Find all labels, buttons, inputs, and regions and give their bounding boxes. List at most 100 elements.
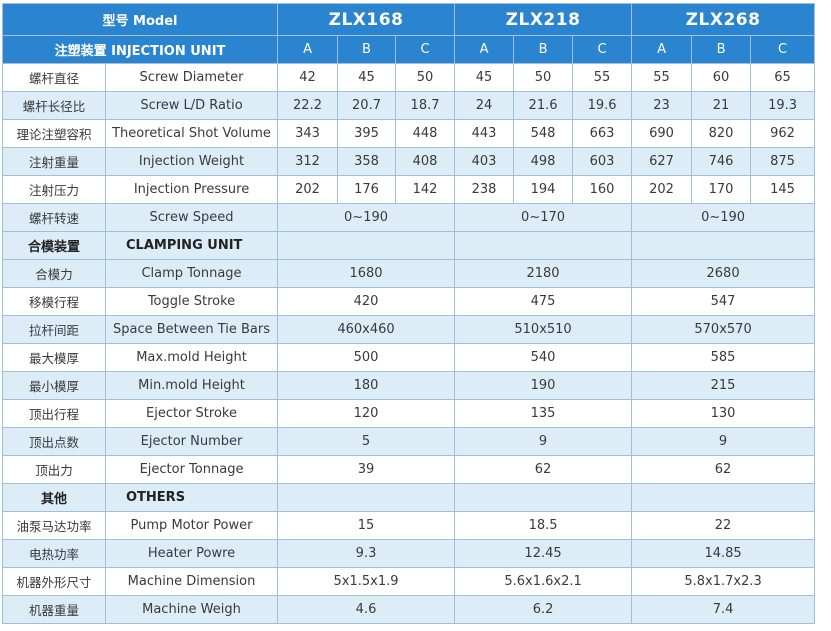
table-row: 注射压力 Injection Pressure 202 176 142 238 194 160… xyxy=(2,175,816,204)
spec-value: 20.7 xyxy=(337,91,397,120)
spec-table: 型号 Model ZLX168 ZLX218 ZLX268 注塑装置 INJEC… xyxy=(1,3,816,624)
spec-value: 2180 xyxy=(454,259,633,288)
row-label-en: Clamp Tonnage xyxy=(104,259,279,288)
injection-unit-label: 注塑装置 INJECTION UNIT xyxy=(1,35,279,64)
table-row: 移模行程 Toggle Stroke 420 475 547 xyxy=(2,287,816,316)
row-label-en: Toggle Stroke xyxy=(104,287,279,316)
row-label-en: Ejector Stroke xyxy=(104,399,279,428)
spec-value: 343 xyxy=(277,119,339,148)
variant-label: A xyxy=(277,35,339,64)
spec-value: 15 xyxy=(277,511,456,540)
row-label-en: Space Between Tie Bars xyxy=(104,315,279,344)
spec-value: 358 xyxy=(337,147,397,176)
section-label-cn: 合模装置 xyxy=(2,231,106,260)
model-label: 型号 Model xyxy=(1,3,279,36)
spec-value: 12.45 xyxy=(454,539,633,568)
table-row: 理论注塑容积 Theoretical Shot Volume 343 395 448 44… xyxy=(2,119,816,148)
spec-value: 18.5 xyxy=(454,511,633,540)
spec-value: 585 xyxy=(631,343,816,372)
spec-value: 9.3 xyxy=(277,539,456,568)
row-label-en: Machine Dimension xyxy=(104,567,279,596)
spec-value: 22 xyxy=(631,511,816,540)
spec-value: 408 xyxy=(395,147,456,176)
spec-value: 443 xyxy=(454,119,515,148)
variant-label: B xyxy=(513,35,574,64)
section-filler xyxy=(277,483,456,512)
spec-value: 170 xyxy=(691,175,752,204)
spec-value: 498 xyxy=(513,147,574,176)
row-label-en: Injection Weight xyxy=(104,147,279,176)
spec-value: 65 xyxy=(750,63,816,92)
model-name: ZLX268 xyxy=(631,3,816,36)
row-label-en: Ejector Number xyxy=(104,427,279,456)
row-label-en: Heater Powre xyxy=(104,539,279,568)
spec-value: 202 xyxy=(277,175,339,204)
table-row: 电热功率 Heater Powre 9.3 12.45 14.85 xyxy=(2,539,816,568)
variant-label: A xyxy=(454,35,515,64)
spec-value: 62 xyxy=(454,455,633,484)
row-label-cn: 油泵马达功率 xyxy=(2,511,106,540)
spec-value: 547 xyxy=(631,287,816,316)
row-label-cn: 机器外形尺寸 xyxy=(2,567,106,596)
row-label-cn: 理论注塑容积 xyxy=(2,119,106,148)
spec-value: 820 xyxy=(691,119,752,148)
spec-value: 50 xyxy=(395,63,456,92)
spec-value: 9 xyxy=(631,427,816,456)
spec-value: 663 xyxy=(572,119,633,148)
variant-label: C xyxy=(750,35,816,64)
variant-header-row: 注塑装置 INJECTION UNIT A B C A B C A B C xyxy=(1,35,816,64)
section-label-cn: 其他 xyxy=(2,483,106,512)
spec-value: 45 xyxy=(454,63,515,92)
section-filler xyxy=(631,231,816,260)
spec-value: 39 xyxy=(277,455,456,484)
row-label-en: Screw Speed xyxy=(104,203,279,232)
spec-value: 22.2 xyxy=(277,91,339,120)
section-filler xyxy=(277,231,456,260)
variant-label: A xyxy=(631,35,693,64)
spec-value: 45 xyxy=(337,63,397,92)
row-label-en: Ejector Tonnage xyxy=(104,455,279,484)
variant-label: C xyxy=(395,35,456,64)
row-label-en: Min.mold Height xyxy=(104,371,279,400)
table-row: 顶出点数 Ejector Number 5 9 9 xyxy=(2,427,816,456)
model-name: ZLX218 xyxy=(454,3,633,36)
row-label-cn: 顶出行程 xyxy=(2,399,106,428)
spec-value: 690 xyxy=(631,119,693,148)
table-row: 最大模厚 Max.mold Height 500 540 585 xyxy=(2,343,816,372)
spec-value: 746 xyxy=(691,147,752,176)
row-label-en: Max.mold Height xyxy=(104,343,279,372)
spec-value: 627 xyxy=(631,147,693,176)
table-row: 顶出力 Ejector Tonnage 39 62 62 xyxy=(2,455,816,484)
spec-value: 19.3 xyxy=(750,91,816,120)
row-label-cn: 拉杆间距 xyxy=(2,315,106,344)
row-label-cn: 注射压力 xyxy=(2,175,106,204)
row-label-cn: 电热功率 xyxy=(2,539,106,568)
variant-label: C xyxy=(572,35,633,64)
section-header-row: 其他 OTHERS xyxy=(2,483,816,512)
table-row: 螺杆转速 Screw Speed 0~190 0~170 0~190 xyxy=(2,203,816,232)
spec-value: 160 xyxy=(572,175,633,204)
spec-value: 875 xyxy=(750,147,816,176)
table-row: 油泵马达功率 Pump Motor Power 15 18.5 22 xyxy=(2,511,816,540)
spec-value: 202 xyxy=(631,175,693,204)
spec-value: 1680 xyxy=(277,259,456,288)
row-label-en: Screw Diameter xyxy=(104,63,279,92)
spec-value: 142 xyxy=(395,175,456,204)
spec-value: 500 xyxy=(277,343,456,372)
spec-value: 145 xyxy=(750,175,816,204)
model-name: ZLX168 xyxy=(277,3,456,36)
table-row: 螺杆直径 Screw Diameter 42 45 50 45 50 55 55 60 65 xyxy=(2,63,816,92)
spec-value: 395 xyxy=(337,119,397,148)
spec-value: 603 xyxy=(572,147,633,176)
row-label-cn: 螺杆直径 xyxy=(2,63,106,92)
spec-value: 5x1.5x1.9 xyxy=(277,567,456,596)
table-row: 合模力 Clamp Tonnage 1680 2180 2680 xyxy=(2,259,816,288)
spec-value: 238 xyxy=(454,175,515,204)
spec-value: 403 xyxy=(454,147,515,176)
section-header-row: 合模装置 CLAMPING UNIT xyxy=(2,231,816,260)
spec-value: 24 xyxy=(454,91,515,120)
spec-value: 570x570 xyxy=(631,315,816,344)
spec-value: 21 xyxy=(691,91,752,120)
row-label-cn: 机器重量 xyxy=(2,595,106,624)
row-label-cn: 顶出点数 xyxy=(2,427,106,456)
